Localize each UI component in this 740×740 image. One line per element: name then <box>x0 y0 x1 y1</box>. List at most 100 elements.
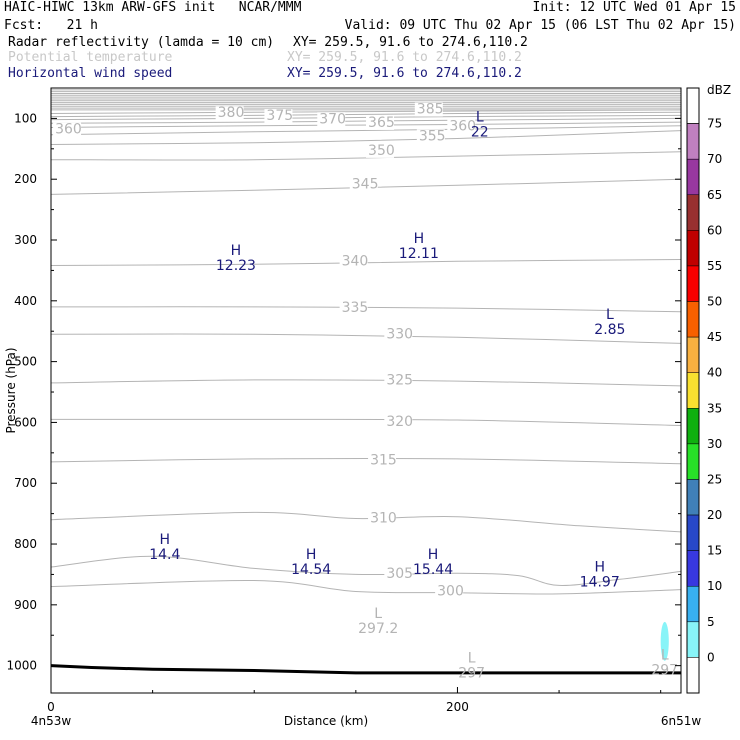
theta-label-bg <box>366 143 395 158</box>
colorbar-level-label: 55 <box>707 259 722 273</box>
colorbar-swatch <box>686 265 700 302</box>
theta-label-300: 300 <box>437 584 464 600</box>
y-tick-label: 500 <box>14 355 37 369</box>
theta-label-bg <box>264 109 293 124</box>
theta-contours <box>50 87 682 595</box>
colorbar-swatch <box>686 408 700 445</box>
theta-label-bg <box>447 119 476 134</box>
colorbar-level-label: 65 <box>707 188 722 202</box>
theta-label-305: 305 <box>386 566 413 582</box>
theta-contour-365 <box>50 121 682 128</box>
colorbar-level-label: 35 <box>707 401 722 415</box>
colorbar: dBZ 0 5 10 15 20 25 30 35 40 45 50 55 60 65 70 75 <box>686 83 731 694</box>
field3-name: Horizontal wind speed <box>8 66 173 81</box>
colorbar-level-label: 20 <box>707 508 722 522</box>
theta-label-bg <box>384 327 413 342</box>
theta-contour-320 <box>50 418 682 426</box>
y-tick-label: 900 <box>14 598 37 612</box>
colorbar-swatch <box>686 123 700 160</box>
y-tick-label: 600 <box>14 415 37 429</box>
colorbar-swatch <box>686 301 700 338</box>
theta-extremum-value: 297 <box>651 663 678 679</box>
theta-label-bg <box>384 567 413 582</box>
colorbar-level-label: 15 <box>707 544 722 558</box>
colorbar-level-label: 75 <box>707 117 722 131</box>
field1-name: Radar reflectivity (lamda = 10 cm) <box>8 35 275 50</box>
colorbar-level-label: 0 <box>707 650 715 664</box>
theta-label-bg <box>368 511 397 526</box>
theta-label-bg <box>317 112 346 127</box>
plot-frame <box>50 87 682 694</box>
theta-label-bg <box>53 122 82 137</box>
x-tick-label: 200 <box>446 700 469 714</box>
theta-label-345: 345 <box>352 176 379 192</box>
reflectivity-layer <box>660 621 669 661</box>
y-tick-label: 100 <box>14 111 37 125</box>
colorbar-level-label: 45 <box>707 330 722 344</box>
terrain-line <box>50 664 681 675</box>
reflectivity-echo <box>660 621 669 661</box>
wind-extremum-mark: H <box>160 532 171 548</box>
colorbar-swatch <box>686 621 700 658</box>
theta-label-365: 365 <box>368 115 395 131</box>
colorbar-swatch <box>686 443 700 480</box>
theta-label-bg <box>416 129 445 144</box>
colorbar-level-label: 30 <box>707 437 722 451</box>
theta-label-325: 325 <box>386 373 413 389</box>
theta-label-370: 370 <box>319 111 346 127</box>
wind-extremum-mark: H <box>594 559 605 575</box>
theta-contour-300 <box>50 579 682 595</box>
theta-contour-370 <box>50 117 682 124</box>
y-tick-label: 300 <box>14 233 37 247</box>
header-valid: Valid: 09 UTC Thu 02 Apr 15 (06 LST Thu … <box>344 18 736 33</box>
wind-extremum-value: 12.23 <box>216 258 256 274</box>
colorbar-swatch <box>686 336 700 373</box>
colorbar-level-label: 10 <box>707 579 722 593</box>
wind-extremum-mark: H <box>428 547 439 563</box>
wind-extremum-value: 14.54 <box>291 562 331 578</box>
theta-contour-310 <box>50 511 682 533</box>
theta-contour-350 <box>50 151 682 161</box>
theta-label-315: 315 <box>370 452 397 468</box>
theta-extremum-mark: L <box>661 648 669 664</box>
theta-contour-385 <box>50 109 682 114</box>
x-tick-label: 0 <box>47 700 55 714</box>
colorbar-level-label: 70 <box>707 152 722 166</box>
theta-label-310: 310 <box>370 511 397 527</box>
field2-xy: XY= 259.5, 91.6 to 274.6,110.2 <box>287 50 522 65</box>
theta-label-335: 335 <box>342 300 369 316</box>
theta-contour-315 <box>50 457 682 465</box>
colorbar-swatch <box>686 230 700 267</box>
theta-label-360: 360 <box>55 122 82 138</box>
colorbar-level-label: 5 <box>707 615 715 629</box>
x-start-label: 4n53w <box>31 714 72 728</box>
colorbar-swatch <box>686 550 700 587</box>
theta-contour-330 <box>50 333 682 344</box>
header-init: Init: 12 UTC Wed 01 Apr 15 <box>532 0 737 15</box>
theta-labels: 360 380 375 370 365 385 355 350 345 340 335 330 325 3… <box>53 102 678 682</box>
x-end-label: 6n51w <box>661 714 702 728</box>
theta-label-bg <box>368 453 397 468</box>
theta-extremum-mark: L <box>374 606 382 622</box>
y-tick-label: 1000 <box>6 659 37 673</box>
field1-xy: XY= 259.5, 91.6 to 274.6,110.2 <box>293 35 528 50</box>
theta-label-360: 360 <box>449 119 476 135</box>
theta-contour-355 <box>50 130 682 145</box>
theta-contour-325 <box>50 379 682 387</box>
theta-label-bg <box>349 177 378 192</box>
theta-label-bg <box>366 115 395 130</box>
wind-extremum-value: 14.4 <box>149 547 180 563</box>
theta-label-320: 320 <box>386 414 413 430</box>
theta-label-340: 340 <box>342 254 369 270</box>
y-tick-label: 200 <box>14 172 37 186</box>
colorbar-swatch <box>686 585 700 623</box>
theta-label-bg <box>414 102 443 117</box>
theta-label-bg <box>339 254 368 269</box>
colorbar-swatch <box>686 372 700 409</box>
theta-label-350: 350 <box>368 143 395 159</box>
y-tick-label: 800 <box>14 537 37 551</box>
field2-name: Potential temperature <box>8 50 173 65</box>
header-title: HAIC-HIWC 13km ARW-GFS init NCAR/MMM <box>4 0 302 15</box>
wind-extremum-value: 14.97 <box>580 574 620 590</box>
